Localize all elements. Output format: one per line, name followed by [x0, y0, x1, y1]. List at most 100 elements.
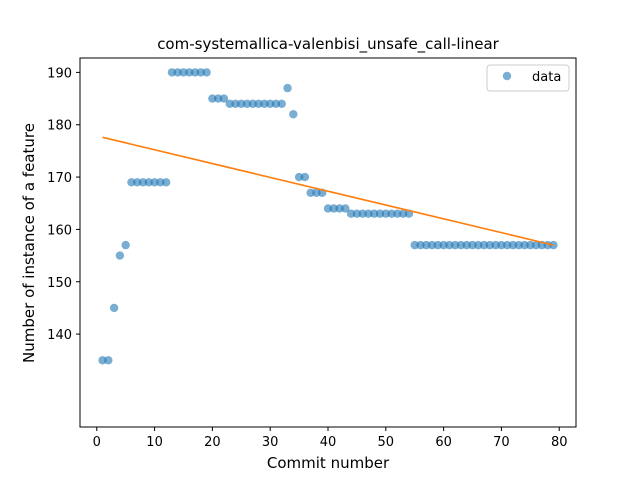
data-point — [109, 303, 119, 313]
y-tick-label: 170 — [47, 171, 72, 186]
data-point — [242, 99, 252, 108]
data-point — [491, 240, 500, 250]
data-point — [398, 209, 408, 218]
data-point — [468, 240, 477, 250]
data-point — [531, 240, 541, 250]
data-point — [462, 240, 471, 250]
legend-box — [486, 64, 570, 92]
data-point — [156, 178, 165, 187]
data-point — [433, 240, 443, 250]
y-tick-label: 190 — [47, 66, 72, 81]
data-point — [520, 240, 529, 250]
data-point — [277, 99, 286, 108]
legend-marker — [502, 71, 512, 81]
data-point — [167, 68, 177, 77]
data-point — [346, 209, 356, 218]
data-point — [508, 240, 518, 250]
data-point — [375, 209, 385, 218]
data-point — [335, 204, 344, 213]
data-point — [133, 178, 142, 187]
data-point — [456, 240, 466, 250]
data-point — [127, 178, 136, 187]
data-point — [260, 99, 269, 108]
data-point — [231, 99, 240, 108]
data-point — [427, 240, 437, 250]
data-point — [254, 99, 263, 108]
data-point — [196, 68, 206, 77]
x-axis: 0 10 20 30 40 50 60 70 80 — [93, 427, 568, 450]
data-point — [387, 209, 396, 218]
data-point — [526, 240, 535, 250]
data-point — [514, 240, 523, 250]
x-tick-label: 60 — [435, 435, 452, 450]
y-axis: 140 150 160 170 180 190 — [47, 66, 80, 343]
data-point — [294, 172, 304, 182]
x-tick-label: 50 — [378, 435, 395, 450]
x-tick-label: 30 — [262, 435, 279, 450]
data-point — [410, 240, 419, 250]
x-tick-label: 20 — [204, 435, 221, 450]
fit-line — [102, 136, 554, 246]
data-point — [323, 204, 333, 213]
x-axis-title: Commit number — [267, 454, 390, 472]
data-point — [381, 209, 391, 218]
x-tick-label: 10 — [146, 435, 163, 450]
data-point — [213, 94, 223, 103]
data-point — [104, 356, 113, 365]
x-tick-label: 70 — [493, 435, 510, 450]
data-point — [161, 178, 171, 187]
data-point — [358, 209, 367, 218]
data-point — [474, 240, 483, 250]
data-point — [416, 240, 425, 250]
data-point — [208, 94, 217, 103]
y-axis-title: Number of instance of a feature — [20, 123, 38, 363]
data-point — [248, 99, 258, 108]
data-point — [485, 240, 495, 250]
data-point — [364, 209, 373, 218]
plot-area — [98, 68, 558, 365]
data-point — [450, 240, 460, 250]
data-point — [144, 178, 153, 187]
x-tick-label: 0 — [93, 435, 101, 450]
data-point — [300, 172, 310, 182]
data-point — [503, 240, 512, 250]
data-point — [393, 209, 402, 218]
y-tick-label: 150 — [47, 276, 72, 291]
data-point — [150, 178, 159, 187]
data-point — [341, 204, 350, 213]
data-point — [445, 240, 454, 250]
data-point — [370, 209, 379, 218]
data-point — [439, 240, 448, 250]
data-point — [98, 356, 107, 365]
data-point — [115, 251, 125, 260]
data-point — [190, 68, 200, 77]
data-point — [202, 68, 211, 77]
y-tick-label: 180 — [47, 119, 72, 134]
y-tick-label: 160 — [47, 223, 72, 238]
x-tick-label: 40 — [320, 435, 337, 450]
data-point — [121, 240, 130, 250]
y-tick-label: 140 — [47, 328, 72, 343]
data-point — [312, 188, 321, 197]
legend: data — [486, 64, 570, 92]
data-point — [422, 240, 431, 250]
data-point — [225, 99, 234, 108]
data-point — [306, 188, 315, 197]
data-point — [271, 99, 281, 108]
data-point — [289, 110, 298, 119]
x-tick-label: 80 — [551, 435, 568, 450]
data-point — [329, 204, 338, 213]
data-point — [265, 99, 275, 108]
data-point — [138, 178, 148, 187]
data-point — [173, 68, 182, 77]
data-point — [237, 99, 246, 108]
data-point — [185, 68, 194, 77]
data-point — [352, 209, 362, 218]
data-point — [219, 94, 229, 103]
legend-label: data — [532, 70, 561, 85]
data-point — [479, 240, 489, 250]
data-point — [497, 240, 506, 250]
data-point — [283, 83, 292, 93]
data-point — [179, 68, 188, 77]
